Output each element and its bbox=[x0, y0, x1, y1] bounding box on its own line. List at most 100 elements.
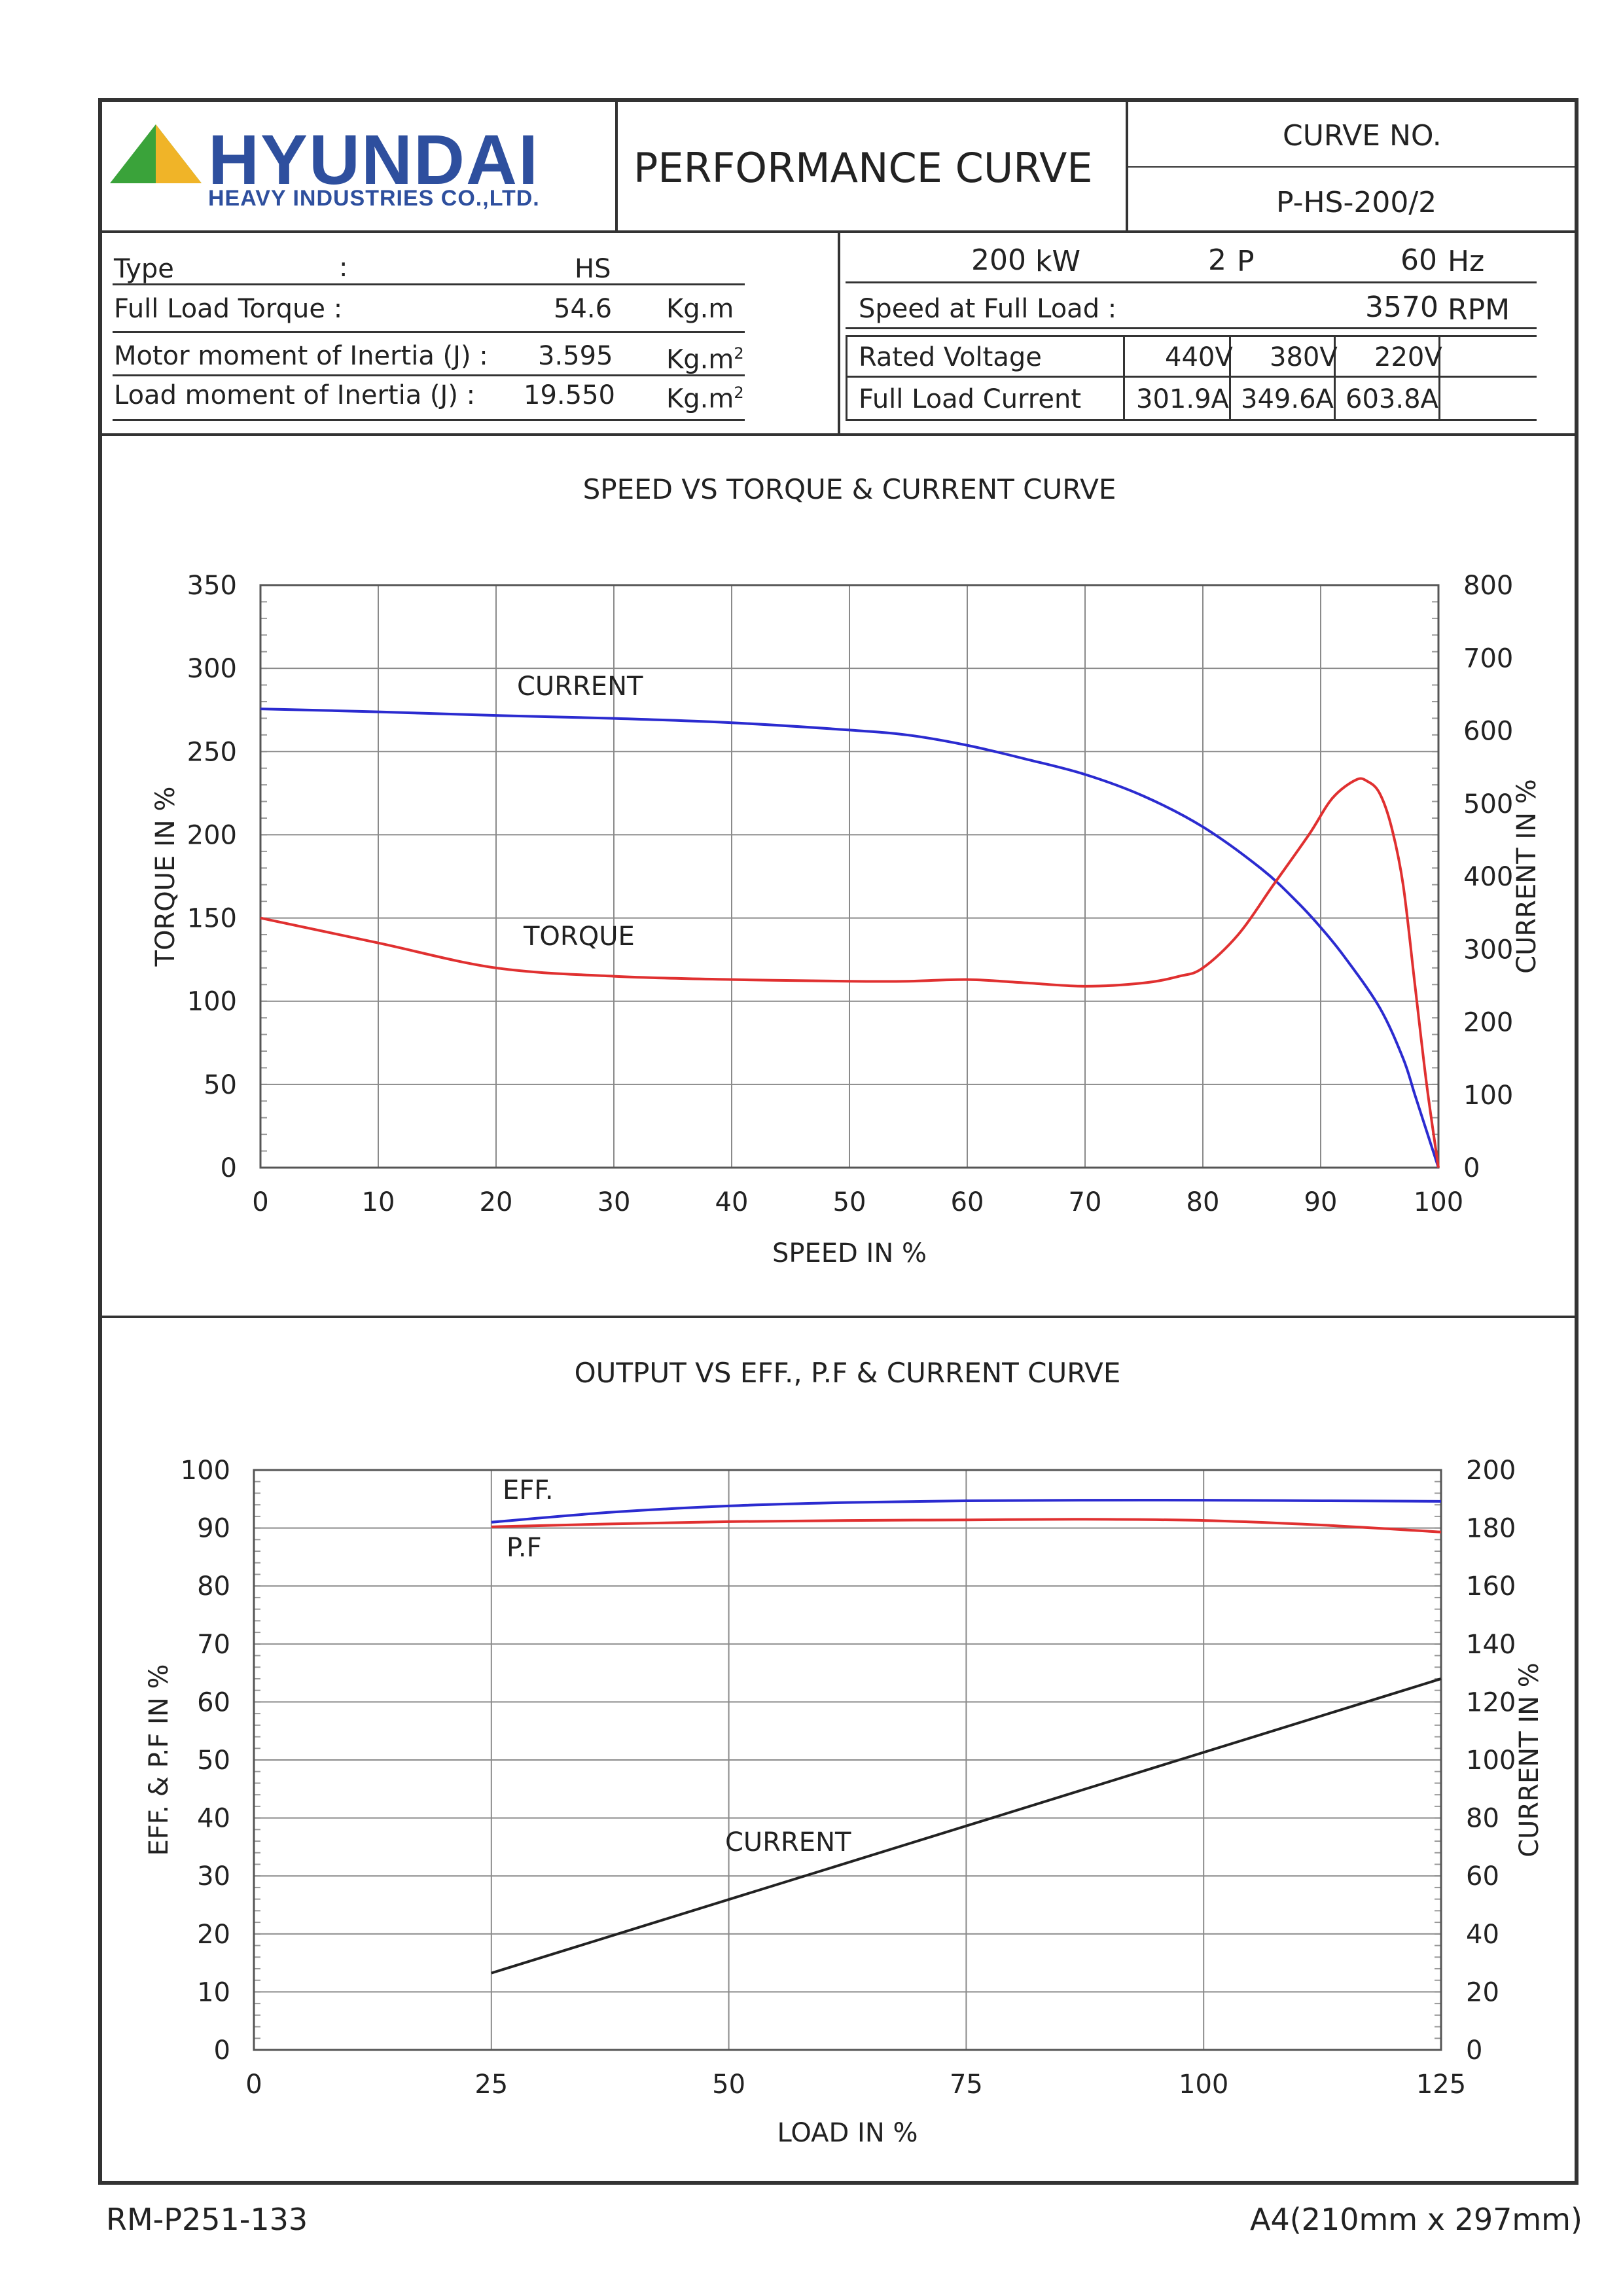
motor-inertia-label: Motor moment of Inertia (J) : bbox=[114, 341, 488, 371]
x-axis-label: LOAD IN % bbox=[777, 2118, 918, 2148]
series-line-torque bbox=[260, 777, 1440, 1168]
x-tick-label: 100 bbox=[1414, 1187, 1463, 1217]
rated-voltage-label: Rated Voltage bbox=[859, 342, 1042, 372]
speed-value: 3570 bbox=[1365, 291, 1438, 324]
power-value: 200 bbox=[971, 243, 1026, 277]
type-label: Type bbox=[114, 254, 174, 284]
series-line-current bbox=[491, 1677, 1442, 1975]
y-tick-label: 10 bbox=[197, 1977, 230, 2007]
freq-unit: Hz bbox=[1448, 245, 1485, 278]
y2-tick-label: 400 bbox=[1463, 862, 1513, 892]
x-tick-label: 0 bbox=[252, 1187, 268, 1217]
x-tick-label: 20 bbox=[480, 1187, 513, 1217]
y2-tick-label: 100 bbox=[1466, 1746, 1516, 1776]
y-tick-label: 150 bbox=[187, 904, 237, 934]
curve-no-divider bbox=[1127, 166, 1578, 168]
y2-tick-label: 120 bbox=[1466, 1687, 1516, 1717]
speed-underline bbox=[846, 327, 1537, 329]
spec-bottom-line bbox=[98, 433, 1578, 436]
x-tick-label: 25 bbox=[474, 2070, 508, 2100]
footer-paper-size: A4(210mm x 297mm) bbox=[1250, 2202, 1582, 2237]
document-title: PERFORMANCE CURVE bbox=[633, 144, 1093, 192]
title-divider bbox=[1126, 98, 1128, 232]
brand-logo-text: HYUNDAI bbox=[208, 120, 540, 199]
load-inertia-underline bbox=[113, 419, 745, 421]
y2-tick-label: 700 bbox=[1463, 643, 1513, 673]
plot-area bbox=[253, 1469, 1442, 2051]
vtable-col3 bbox=[1334, 335, 1336, 420]
vtable-col1 bbox=[1123, 335, 1125, 420]
chart-title: SPEED VS TORQUE & CURRENT CURVE bbox=[583, 473, 1116, 505]
y2-tick-label: 160 bbox=[1466, 1571, 1516, 1602]
type-value: HS bbox=[575, 254, 611, 284]
chart-title: OUTPUT VS EFF., P.F & CURRENT CURVE bbox=[575, 1357, 1121, 1389]
y2-tick-label: 180 bbox=[1466, 1514, 1516, 1544]
plot-area bbox=[259, 584, 1440, 1169]
x-tick-label: 50 bbox=[833, 1187, 866, 1217]
x-tick-label: 90 bbox=[1304, 1187, 1338, 1217]
torque-unit: Kg.m bbox=[666, 294, 734, 324]
load-inertia-label: Load moment of Inertia (J) : bbox=[114, 380, 476, 410]
y2-tick-label: 100 bbox=[1463, 1081, 1513, 1111]
y-tick-label: 90 bbox=[197, 1514, 230, 1544]
series-label: CURRENT bbox=[725, 1827, 851, 1857]
power-unit: kW bbox=[1035, 245, 1080, 278]
y-tick-label: 0 bbox=[214, 2036, 230, 2066]
x-tick-label: 30 bbox=[597, 1187, 631, 1217]
y-axis-label: TORQUE IN % bbox=[151, 787, 181, 967]
y-tick-label: 20 bbox=[197, 1920, 230, 1950]
y-tick-label: 200 bbox=[187, 820, 237, 850]
y-tick-label: 250 bbox=[187, 737, 237, 767]
torque-underline bbox=[113, 331, 745, 333]
y2-tick-label: 0 bbox=[1463, 1153, 1480, 1183]
vtable-bottom bbox=[846, 419, 1537, 421]
motor-inertia-underline bbox=[113, 374, 745, 376]
torque-value: 54.6 bbox=[554, 294, 613, 324]
y2-tick-label: 200 bbox=[1463, 1008, 1513, 1038]
y2-axis-label: CURRENT IN % bbox=[1512, 779, 1542, 974]
y-tick-label: 300 bbox=[187, 654, 237, 684]
full-load-current-label: Full Load Current bbox=[859, 384, 1082, 414]
type-colon: : bbox=[339, 253, 348, 283]
y-tick-label: 50 bbox=[204, 1070, 237, 1100]
voltage-440: 440V bbox=[1165, 342, 1233, 372]
freq-value: 60 bbox=[1400, 243, 1437, 277]
series-line-pf bbox=[491, 1518, 1442, 1534]
y-tick-label: 100 bbox=[181, 1456, 230, 1486]
load-inertia-value: 19.550 bbox=[524, 380, 615, 410]
y2-tick-label: 20 bbox=[1466, 1977, 1499, 2007]
x-tick-label: 100 bbox=[1179, 2070, 1228, 2100]
y2-tick-label: 500 bbox=[1463, 789, 1513, 819]
y2-tick-label: 40 bbox=[1466, 1920, 1499, 1950]
load-inertia-unit: Kg.m2 bbox=[666, 384, 744, 414]
y2-tick-label: 300 bbox=[1463, 935, 1513, 965]
y2-axis-label: CURRENT IN % bbox=[1514, 1662, 1544, 1857]
series-label: P.F bbox=[507, 1533, 542, 1563]
vtable-col2 bbox=[1229, 335, 1231, 420]
current-440: 301.9A bbox=[1136, 384, 1229, 414]
y-tick-label: 100 bbox=[187, 987, 237, 1017]
current-220: 603.8A bbox=[1346, 384, 1438, 414]
spec-divider bbox=[838, 232, 840, 436]
y2-tick-label: 80 bbox=[1466, 1804, 1499, 1834]
page-frame bbox=[98, 98, 1578, 2185]
series-line-current bbox=[260, 708, 1440, 1168]
chart-panel-divider bbox=[98, 1316, 1578, 1318]
y-tick-label: 0 bbox=[221, 1153, 237, 1183]
logo-divider bbox=[615, 98, 618, 232]
motor-inertia-value: 3.595 bbox=[538, 341, 613, 371]
vtable-top bbox=[846, 335, 1537, 337]
y-tick-label: 80 bbox=[197, 1571, 230, 1602]
x-tick-label: 0 bbox=[245, 2070, 262, 2100]
y-tick-label: 30 bbox=[197, 1861, 230, 1892]
series-line-eff bbox=[491, 1498, 1442, 1524]
y2-tick-label: 200 bbox=[1466, 1456, 1516, 1486]
series-label: TORQUE bbox=[523, 922, 635, 952]
y2-tick-label: 0 bbox=[1466, 2036, 1482, 2066]
x-tick-label: 60 bbox=[951, 1187, 984, 1217]
x-tick-label: 40 bbox=[715, 1187, 749, 1217]
y2-tick-label: 800 bbox=[1463, 571, 1513, 601]
speed-unit: RPM bbox=[1448, 293, 1510, 327]
vtable-mid bbox=[846, 376, 1537, 378]
